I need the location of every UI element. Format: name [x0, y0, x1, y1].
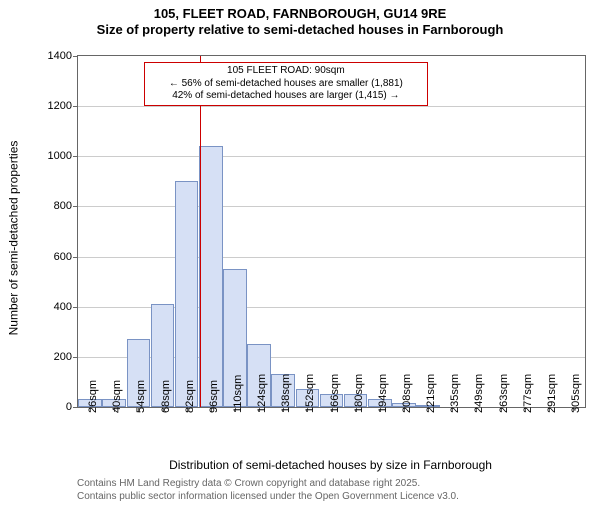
grid-line: [78, 106, 585, 107]
x-tick-label: 166sqm: [329, 374, 341, 413]
x-tick-label: 208sqm: [401, 374, 413, 413]
y-tick-label: 1000: [48, 150, 78, 162]
annotation-line-1: 105 FLEET ROAD: 90sqm: [151, 65, 421, 78]
y-tick-label: 600: [54, 251, 78, 263]
grid-line: [78, 257, 585, 258]
x-tick-label: 305sqm: [570, 374, 582, 413]
y-tick-label: 200: [54, 351, 78, 363]
x-tick-label: 194sqm: [377, 374, 389, 413]
grid-line: [78, 156, 585, 157]
x-tick-label: 82sqm: [184, 380, 196, 413]
grid-line: [78, 206, 585, 207]
footer-line-2: Contains public sector information licen…: [77, 491, 459, 504]
x-tick-label: 235sqm: [449, 374, 461, 413]
x-tick-label: 54sqm: [135, 380, 147, 413]
histogram-bar: [199, 146, 223, 407]
y-tick-label: 0: [66, 401, 78, 413]
annotation-box: 105 FLEET ROAD: 90sqm← 56% of semi-detac…: [144, 62, 428, 106]
x-tick-label: 263sqm: [498, 374, 510, 413]
x-tick-label: 291sqm: [546, 374, 558, 413]
footer-line-1: Contains HM Land Registry data © Crown c…: [77, 478, 459, 491]
y-tick-label: 1200: [48, 100, 78, 112]
y-axis-label: Number of semi-detached properties: [6, 62, 20, 413]
x-tick-label: 138sqm: [280, 374, 292, 413]
x-tick-label: 221sqm: [425, 374, 437, 413]
property-marker-line: [200, 56, 201, 407]
x-tick-label: 26sqm: [87, 380, 99, 413]
x-axis-label: Distribution of semi-detached houses by …: [77, 458, 584, 472]
annotation-line-2: ← 56% of semi-detached houses are smalle…: [151, 78, 421, 91]
x-tick-label: 110sqm: [232, 375, 244, 413]
x-tick-label: 96sqm: [208, 380, 220, 413]
histogram-bar: [175, 181, 199, 407]
chart-title-sub: Size of property relative to semi-detach…: [0, 22, 600, 37]
chart-plot-area: 020040060080010001200140026sqm40sqm54sqm…: [77, 55, 586, 408]
y-tick-label: 800: [54, 200, 78, 212]
chart-title-main: 105, FLEET ROAD, FARNBOROUGH, GU14 9RE: [0, 6, 600, 21]
annotation-line-3: 42% of semi-detached houses are larger (…: [151, 90, 421, 103]
x-tick-label: 124sqm: [256, 374, 268, 413]
x-tick-label: 40sqm: [111, 380, 123, 413]
x-tick-label: 68sqm: [160, 380, 172, 413]
x-tick-label: 249sqm: [473, 374, 485, 413]
y-tick-label: 400: [54, 301, 78, 313]
x-tick-label: 277sqm: [522, 374, 534, 413]
footer-attribution: Contains HM Land Registry data © Crown c…: [77, 478, 459, 503]
x-tick-label: 152sqm: [304, 374, 316, 413]
y-tick-label: 1400: [48, 50, 78, 62]
x-tick-label: 180sqm: [353, 374, 365, 413]
